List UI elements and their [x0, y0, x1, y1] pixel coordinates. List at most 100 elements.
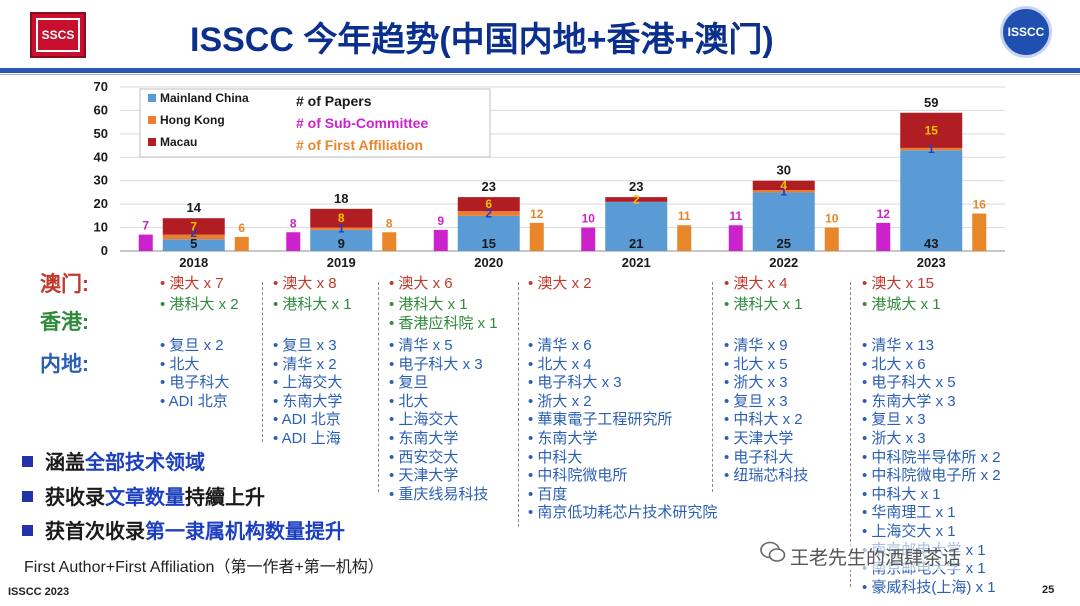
first-affiliation-label: 12	[530, 207, 544, 221]
legend-metric-label: # of Papers	[296, 93, 372, 109]
bar-mainland-china	[752, 192, 815, 251]
hongkong-value-label: 2	[190, 226, 197, 240]
affiliation-item: • 浙大 x 2	[528, 392, 592, 410]
affiliation-item: • 东南大学	[389, 429, 459, 447]
y-tick-label: 50	[94, 126, 108, 141]
isscc-logo: ISSCC	[1000, 6, 1052, 58]
bullet-square-icon	[22, 456, 33, 468]
bar-mainland-china	[457, 215, 520, 251]
affiliation-item: • 中科院半导体所 x 2	[862, 448, 1001, 466]
sub-committee-label: 12	[877, 207, 891, 221]
affiliation-item: • 中科大	[528, 448, 583, 466]
x-tick-label: 2019	[327, 255, 356, 270]
column-separator	[378, 282, 379, 492]
affiliation-item: • 清华 x 6	[528, 337, 592, 354]
bullet-highlight: 第一隶属机构数量提升	[145, 521, 345, 543]
affiliation-item: • ADI 上海	[273, 429, 341, 447]
affiliation-item: • 东南大学	[273, 392, 343, 410]
sub-committee-bar	[876, 222, 891, 251]
row-label-hongkong: 香港:	[40, 311, 89, 334]
affiliation-list-macau: • 澳大 x 4	[724, 275, 788, 294]
hongkong-value-label: 1	[338, 222, 345, 236]
bar-hong-kong	[310, 227, 373, 230]
affiliation-item: • 浙大 x 3	[724, 374, 788, 392]
watermark-text: 王老先生的酒肆茶话	[790, 543, 962, 570]
x-tick-label: 2022	[769, 255, 798, 270]
sscs-logo: SSCS	[30, 12, 86, 58]
affiliation-item: • 复旦 x 3	[724, 392, 788, 410]
papers-bar-chart: 0102030405060707527146201889181882019915…	[94, 79, 1005, 270]
bullet-text: 持續上升	[185, 487, 265, 509]
y-tick-label: 40	[94, 149, 108, 164]
sscs-logo-text: SSCS	[36, 18, 80, 52]
affiliation-item: • 华南理工 x 1	[862, 504, 956, 522]
bar-macau	[605, 197, 668, 202]
bullet-item: 获首次收录第一隶属机构数量提升	[22, 515, 345, 544]
total-papers-label: 30	[777, 163, 791, 178]
affiliation-item: • 中科大 x 1	[862, 485, 941, 503]
affiliation-item: • ADI 北京	[273, 411, 341, 429]
bar-macau	[752, 180, 815, 191]
macau-value-label: 2	[633, 192, 640, 206]
affiliation-item: • 北大	[389, 392, 429, 410]
y-tick-label: 0	[101, 243, 108, 258]
affiliation-item: • 东南大学	[528, 429, 598, 447]
affiliation-list-mainland: • 清华 x 5 • 电子科大 x 3 • 复旦 • 北大 • 上海交大 • 东南大学 • …	[389, 337, 488, 504]
total-papers-label: 59	[924, 95, 938, 110]
affiliation-item: • 港科大 x 1	[389, 296, 468, 313]
macau-value-label: 7	[190, 219, 197, 233]
total-papers-label: 23	[482, 179, 496, 194]
affiliation-item: • 清华 x 5	[389, 337, 453, 354]
affiliation-list-macau: • 澳大 x 2	[528, 275, 592, 294]
bullet-highlight: 文章数量	[105, 487, 185, 509]
affiliation-item: • 澳大 x 4	[724, 275, 788, 292]
affiliation-item: • 浙大 x 3	[862, 429, 926, 447]
x-tick-label: 2023	[917, 255, 946, 270]
affiliation-item: • 中科院微电所	[528, 467, 628, 485]
affiliation-item: • 港城大 x 1	[862, 296, 941, 313]
bar-macau	[162, 218, 225, 235]
hongkong-value-label: 2	[485, 207, 492, 221]
sub-committee-label: 9	[437, 214, 444, 228]
title-divider-thin	[0, 74, 1080, 75]
bar-hong-kong	[457, 211, 520, 216]
bullet-highlight: 全部技术领域	[85, 452, 205, 474]
bar-mainland-china	[900, 150, 963, 251]
affiliation-item: • 清华 x 13	[862, 337, 934, 354]
first-affiliation-label: 6	[238, 221, 245, 235]
affiliation-item: • 上海交大	[389, 411, 459, 429]
affiliation-item: • 天津大学	[389, 467, 459, 485]
affiliation-item: • 中科院微电子所 x 2	[862, 467, 1001, 485]
affiliation-item: • 中科大 x 2	[724, 411, 803, 429]
affiliation-item: • 复旦 x 2	[160, 337, 224, 354]
sub-committee-label: 7	[142, 219, 149, 233]
affiliation-item: • 澳大 x 6	[389, 275, 453, 292]
footer-conference: ISSCC 2023	[8, 586, 70, 598]
legend-label: Macau	[160, 135, 197, 149]
affiliation-item: • 电子科大	[160, 374, 230, 392]
affiliation-item: • 电子科大 x 5	[862, 374, 956, 392]
affiliation-item: • 百度	[528, 485, 568, 503]
sub-committee-bar	[286, 232, 301, 251]
legend-swatch	[148, 116, 156, 124]
y-tick-label: 30	[94, 173, 108, 188]
macau-value-label: 15	[925, 123, 939, 137]
affiliation-item: • 南京低功耗芯片技术研究院	[528, 504, 718, 522]
first-affiliation-label: 11	[678, 209, 691, 223]
affiliation-item: • 重庆线易科技	[389, 485, 489, 503]
legend-label: Mainland China	[160, 91, 249, 105]
hongkong-value-label: 1	[928, 142, 935, 156]
macau-value-label: 4	[780, 178, 787, 192]
sub-committee-bar	[433, 229, 448, 251]
affiliation-list-hongkong: • 港科大 x 1 • 香港应科院 x 1	[389, 296, 498, 333]
affiliation-list-mainland: • 复旦 x 2 • 北大 • 电子科大 • ADI 北京	[160, 337, 229, 411]
legend-box	[139, 88, 491, 158]
macau-value-label: 8	[338, 211, 345, 225]
affiliation-list-hongkong: • 港城大 x 1	[862, 296, 941, 315]
affiliation-item: • 港科大 x 1	[724, 296, 803, 313]
wechat-icon	[760, 541, 786, 562]
bullet-item: 涵盖全部技术领域	[22, 446, 205, 475]
affiliation-item: • 香港应科院 x 1	[389, 314, 498, 332]
affiliation-item: • 电子科大	[724, 448, 794, 466]
sub-committee-bar	[728, 225, 743, 251]
